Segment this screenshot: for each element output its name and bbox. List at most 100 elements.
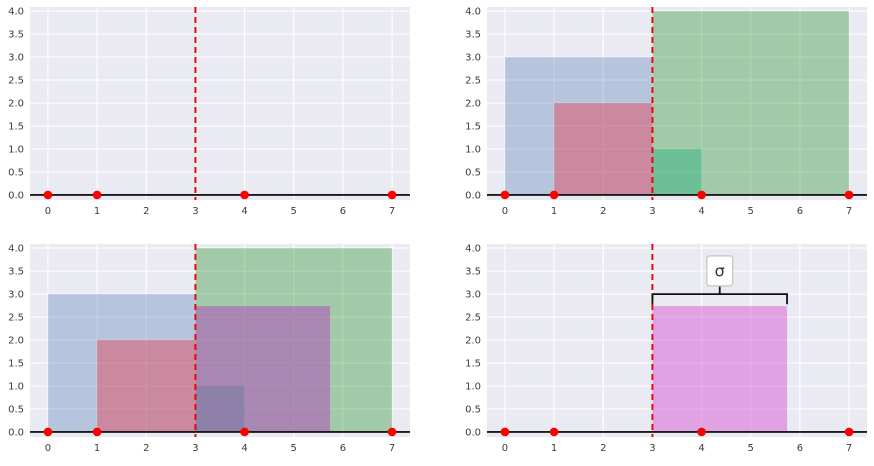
x-tick-label: 7 (389, 443, 395, 454)
data-point (92, 190, 102, 200)
x-tick-label: 2 (600, 443, 606, 454)
y-tick-label: 2.0 (8, 99, 24, 110)
plot-bottom_left: 0 1 2 3 4 5 6 7 0.0 0.5 1.0 1.5 2.0 2.5 3.0 3.5 4.0 (8, 244, 410, 454)
y-tick-label: 2.0 (465, 99, 481, 110)
y-tick-label: 3.0 (8, 290, 24, 301)
y-tick-label: 2.5 (8, 313, 24, 324)
data-point (500, 427, 510, 437)
y-tick-label: 2.0 (465, 336, 481, 347)
data-point (549, 190, 559, 200)
x-tick-label: 1 (94, 206, 100, 217)
y-tick-label: 1.5 (465, 122, 481, 133)
deviation-square (652, 148, 702, 195)
deviation-square (652, 306, 788, 432)
x-tick-label: 5 (291, 443, 297, 454)
plot-top_left: 0 1 2 3 4 5 6 7 0.0 0.5 1.0 1.5 2.0 2.5 3.0 3.5 4.0 (8, 7, 410, 217)
x-tick-label: 6 (340, 443, 346, 454)
y-tick-label: 3.0 (8, 53, 24, 64)
plot-top_right: 0 1 2 3 4 5 6 7 0.0 0.5 1.0 1.5 2.0 2.5 3.0 3.5 4.0 (465, 7, 867, 217)
y-tick-label: 2.0 (8, 336, 24, 347)
x-tick-label: 6 (797, 443, 803, 454)
y-tick-label: 2.5 (8, 76, 24, 87)
x-tick-label: 1 (94, 443, 100, 454)
x-tick-label: 2 (143, 206, 149, 217)
x-tick-label: 4 (241, 443, 247, 454)
y-tick-label: 1.0 (8, 144, 24, 155)
y-tick-label: 1.0 (465, 381, 481, 392)
x-tick-label: 1 (551, 206, 557, 217)
y-tick-label: 0.0 (8, 427, 24, 438)
x-tick-label: 6 (340, 206, 346, 217)
y-tick-label: 4.0 (8, 7, 24, 18)
x-tick-label: 7 (846, 443, 852, 454)
y-tick-label: 2.5 (465, 313, 481, 324)
x-tick-label: 0 (45, 443, 51, 454)
y-tick-label: 0.5 (465, 167, 481, 178)
y-tick-label: 3.5 (8, 30, 24, 41)
x-tick-label: 5 (291, 206, 297, 217)
x-tick-label: 3 (649, 206, 655, 217)
y-tick-label: 1.5 (8, 122, 24, 133)
y-tick-label: 3.5 (8, 267, 24, 278)
y-tick-label: 1.0 (465, 144, 481, 155)
data-point (92, 427, 102, 437)
data-point (240, 190, 249, 200)
sigma-bracket (651, 293, 788, 305)
x-tick-label: 5 (748, 206, 754, 217)
subplot-top-right: 0 1 2 3 4 5 6 7 0.0 0.5 1.0 1.5 2.0 2.5 3.0 3.5 4.0 (437, 0, 874, 233)
y-tick-label: 3.0 (465, 290, 481, 301)
y-tick-label: 4.0 (465, 244, 481, 255)
y-tick-label: 0.0 (465, 427, 481, 438)
deviation-square (195, 306, 331, 432)
y-tick-label: 4.0 (8, 244, 24, 255)
x-tick-label: 2 (600, 206, 606, 217)
x-tick-label: 3 (649, 443, 655, 454)
x-tick-label: 3 (192, 443, 198, 454)
subplot-top-left: 0 1 2 3 4 5 6 7 0.0 0.5 1.0 1.5 2.0 2.5 3.0 3.5 4.0 (0, 0, 437, 233)
y-tick-label: 2.5 (465, 76, 481, 87)
x-tick-label: 3 (192, 206, 198, 217)
y-tick-label: 3.0 (465, 53, 481, 64)
data-point (43, 427, 53, 437)
y-tick-label: 0.5 (8, 404, 24, 415)
x-tick-label: 0 (502, 443, 508, 454)
y-tick-label: 0.5 (8, 167, 24, 178)
deviation-square (652, 11, 850, 195)
data-point (500, 190, 510, 200)
data-point (387, 190, 397, 200)
y-tick-label: 0.0 (465, 190, 481, 201)
deviation-square (504, 57, 653, 195)
x-tick-label: 4 (241, 206, 247, 217)
data-point (549, 427, 559, 437)
data-point (697, 427, 706, 437)
deviation-square (97, 340, 196, 432)
subplot-bottom-right: σ 0 1 2 3 4 5 6 7 0.0 0.5 1.0 1.5 2.0 2.5 3.0 3.5 4.0 (437, 237, 874, 466)
x-tick-label: 6 (797, 206, 803, 217)
plot-bottom_right: σ 0 1 2 3 4 5 6 7 0.0 0.5 1.0 1.5 2.0 2.5 3.0 3.5 4.0 (465, 244, 867, 454)
x-tick-label: 7 (389, 206, 395, 217)
y-tick-label: 1.0 (8, 381, 24, 392)
data-point (43, 190, 53, 200)
x-tick-label: 2 (143, 443, 149, 454)
data-point (844, 190, 854, 200)
y-tick-label: 1.5 (465, 359, 481, 370)
x-tick-label: 4 (698, 206, 704, 217)
subplot-bottom-left: 0 1 2 3 4 5 6 7 0.0 0.5 1.0 1.5 2.0 2.5 3.0 3.5 4.0 (0, 237, 437, 466)
x-tick-label: 0 (45, 206, 51, 217)
y-tick-label: 3.5 (465, 30, 481, 41)
x-tick-label: 5 (748, 443, 754, 454)
y-tick-label: 3.5 (465, 267, 481, 278)
y-tick-label: 4.0 (465, 7, 481, 18)
y-tick-label: 0.5 (465, 404, 481, 415)
data-point (240, 427, 249, 437)
data-point (697, 190, 706, 200)
data-point (844, 427, 854, 437)
sigma-label-box (705, 255, 734, 287)
data-point (387, 427, 397, 437)
deviation-square (554, 103, 653, 195)
deviation-square (47, 294, 196, 432)
y-tick-label: 0.0 (8, 190, 24, 201)
x-tick-label: 7 (846, 206, 852, 217)
y-tick-label: 1.5 (8, 359, 24, 370)
